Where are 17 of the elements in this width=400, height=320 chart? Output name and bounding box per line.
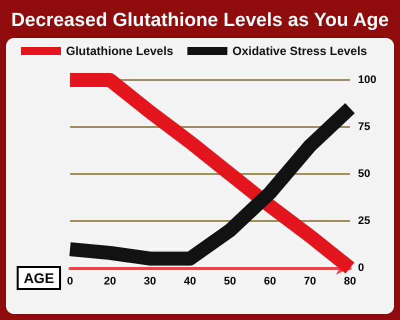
x-tick-label: 0 bbox=[66, 276, 74, 288]
y-tick-label: 0 bbox=[358, 262, 364, 274]
x-tick-label: 70 bbox=[304, 276, 316, 288]
x-tick-label: 40 bbox=[184, 276, 196, 288]
x-axis-title: AGE bbox=[24, 270, 54, 286]
legend-label: Oxidative Stress Levels bbox=[232, 44, 368, 58]
chart-title: Decreased Glutathione Levels as You Age bbox=[11, 10, 389, 31]
x-tick-label: 20 bbox=[104, 276, 116, 288]
y-tick-label: 100 bbox=[358, 74, 376, 86]
legend-label: Glutathione Levels bbox=[66, 44, 174, 58]
y-tick-label: 25 bbox=[358, 215, 370, 227]
x-tick-label: 30 bbox=[144, 276, 156, 288]
y-tick-label: 75 bbox=[358, 121, 370, 133]
x-tick-label: 50 bbox=[224, 276, 236, 288]
y-tick-label: 50 bbox=[358, 168, 370, 180]
x-tick-label: 60 bbox=[264, 276, 276, 288]
x-tick-label: 80 bbox=[344, 276, 356, 288]
